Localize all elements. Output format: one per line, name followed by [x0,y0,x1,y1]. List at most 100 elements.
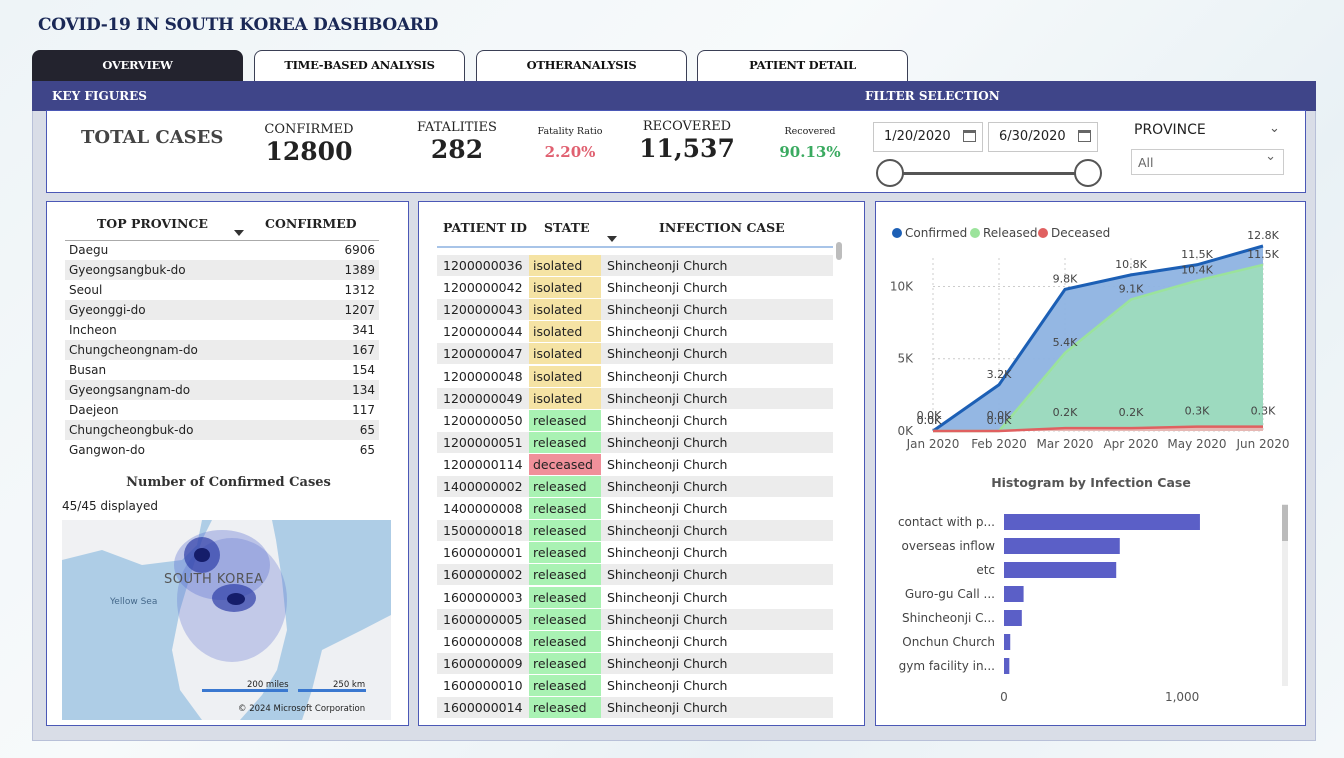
province-confirmed: 65 [359,423,375,437]
table-row[interactable]: 1200000048 isolated Shincheonji Church [437,365,833,387]
date-slider-track[interactable] [890,172,1088,175]
table-row[interactable]: 1400000008 released Shincheonji Church [437,498,833,520]
table-row[interactable]: 1200000047 isolated Shincheonji Church [437,343,833,365]
legend-confirmed-dot[interactable] [892,228,902,238]
table-row[interactable]: 1400000002 released Shincheonji Church [437,476,833,497]
x-tick-label: 1,000 [1165,690,1199,704]
table-row[interactable]: Chungcheongnam-do 167 [65,340,379,360]
table-row[interactable]: Incheon 341 [65,320,379,340]
table-row[interactable]: Gyeonggi-do 1207 [65,300,379,320]
tab-other-analysis[interactable]: OTHERANALYSIS [476,50,687,81]
tab-overview[interactable]: OVERVIEW [32,50,243,81]
chevron-down-icon: ⌄ [1265,149,1276,164]
legend-released-dot[interactable] [970,228,980,238]
histogram-bar[interactable] [1004,634,1011,650]
line-deceased[interactable] [933,425,1263,433]
table-row[interactable]: 1600000001 released Shincheonji Church [437,542,833,564]
province-panel: TOP PROVINCE CONFIRMED Daegu 6906 Gyeongsa… [46,201,409,726]
top-province-header[interactable]: TOP PROVINCE [97,216,208,231]
table-row[interactable]: 1200000050 released Shincheonji Church [437,409,833,431]
patient-infection-case: Shincheonji Church [607,567,728,583]
histogram-title: Histogram by Infection Case [991,475,1191,490]
patient-id: 1200000043 [443,302,523,318]
table-row[interactable]: Seoul 1312 [65,280,379,300]
data-label: 0.3K [1251,405,1276,418]
map[interactable]: SOUTH KOREA Yellow Sea 200 miles 250 km … [62,520,391,720]
table-row[interactable]: 1600000008 released Shincheonji Church [437,630,833,652]
sort-desc-icon[interactable] [607,236,617,242]
chevron-down-icon[interactable]: ⌄ [1269,121,1280,136]
end-date-input[interactable]: 6/30/2020 [988,122,1098,152]
legend-deceased-dot[interactable] [1038,228,1048,238]
histogram-bar[interactable] [1004,562,1117,578]
province-name: Gangwon-do [69,443,145,457]
table-row[interactable]: Gyeongsangbuk-do 1389 [65,260,379,280]
start-date-input[interactable]: 1/20/2020 [873,122,983,152]
patient-id: 1500000018 [443,523,523,539]
table-row[interactable]: Chungcheongbuk-do 65 [65,420,379,440]
recovered-ratio-value: 90.13% [779,143,841,161]
table-row[interactable]: 1200000044 isolated Shincheonji Church [437,321,833,343]
x-tick-label: 0 [1000,690,1008,704]
patient-state: released [529,498,601,520]
table-scrollbar[interactable] [836,242,842,260]
province-name: Busan [69,363,107,377]
patient-state: released [529,608,601,630]
table-row[interactable]: 1200000036 isolated Shincheonji Church [437,255,833,276]
bar-category-label: overseas inflow [902,539,996,553]
data-label: 0.0K [917,414,942,427]
province-select[interactable]: All ⌄ [1131,149,1284,175]
histogram-scrollbar[interactable] [1282,504,1288,686]
patient-state: released [529,652,601,674]
histogram-bar[interactable] [1004,586,1024,602]
date-slider-end-handle[interactable] [1074,159,1102,187]
table-row[interactable]: 1600000003 released Shincheonji Church [437,586,833,608]
table-row[interactable]: 1600000014 released Shincheonji Church [437,697,833,718]
table-row[interactable]: 1200000049 isolated Shincheonji Church [437,387,833,409]
table-row[interactable]: 1200000042 isolated Shincheonji Church [437,277,833,299]
patient-id: 1200000114 [443,456,523,472]
table-row[interactable]: 1600000005 released Shincheonji Church [437,608,833,630]
patient-id-header[interactable]: PATIENT ID [443,220,527,235]
infection-case-header[interactable]: INFECTION CASE [659,220,785,235]
patient-id: 1200000048 [443,368,523,384]
state-header[interactable]: STATE [544,220,590,235]
x-tick-label: Jan 2020 [906,437,960,451]
bar-category-label: contact with p... [898,515,995,529]
table-row[interactable]: 1200000043 isolated Shincheonji Church [437,299,833,321]
patient-id: 1600000002 [443,567,523,583]
province-confirmed: 341 [352,323,375,337]
histogram-scroll-thumb[interactable] [1282,505,1288,541]
table-row[interactable]: 1600000010 released Shincheonji Church [437,674,833,696]
table-row[interactable]: Gangwon-do 65 [65,440,379,460]
patient-state: deceased [529,453,601,475]
tab-time-based-analysis[interactable]: TIME-BASED ANALYSIS [254,50,465,81]
patient-state: released [529,630,601,652]
patient-id: 1200000042 [443,280,523,296]
table-row[interactable]: Daegu 6906 [65,240,379,260]
sort-desc-icon[interactable] [234,230,244,236]
tab-patient-detail[interactable]: PATIENT DETAIL [697,50,908,81]
confirmed-header[interactable]: CONFIRMED [265,216,357,231]
histogram-bar[interactable] [1004,514,1200,530]
table-row[interactable]: Busan 154 [65,360,379,380]
table-row[interactable]: 1200000114 deceased Shincheonji Church [437,453,833,475]
table-row[interactable]: Gyeongsangnam-do 134 [65,380,379,400]
data-label: 3.2K [987,368,1012,381]
table-row[interactable]: 1200000051 released Shincheonji Church [437,431,833,453]
province-confirmed: 65 [359,443,375,457]
table-row[interactable]: 1600000002 released Shincheonji Church [437,564,833,586]
histogram-bar[interactable] [1004,658,1010,674]
patient-infection-case: Shincheonji Church [607,390,728,406]
patient-infection-case: Shincheonji Church [607,633,728,649]
line-confirmed[interactable] [932,244,1264,433]
histogram-bar[interactable] [1004,538,1120,554]
table-row[interactable]: 1600000009 released Shincheonji Church [437,652,833,674]
calendar-icon[interactable] [963,130,976,142]
histogram-bar[interactable] [1004,610,1022,626]
table-row[interactable]: Daejeon 117 [65,400,379,420]
patient-infection-case: Shincheonji Church [607,302,728,318]
table-row[interactable]: 1500000018 released Shincheonji Church [437,520,833,542]
calendar-icon[interactable] [1078,130,1091,142]
date-slider-start-handle[interactable] [876,159,904,187]
